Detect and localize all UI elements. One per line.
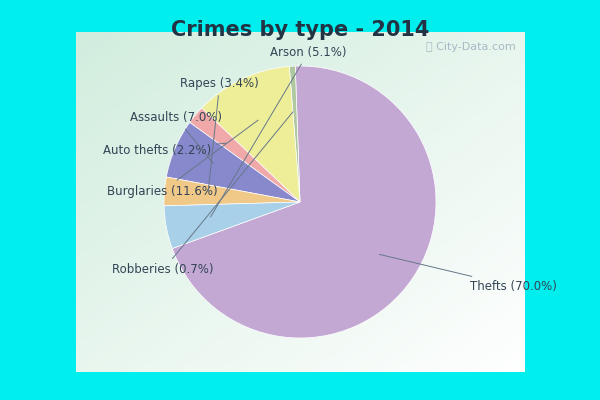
Text: Burglaries (11.6%): Burglaries (11.6%) xyxy=(107,120,258,198)
Wedge shape xyxy=(164,202,300,248)
Text: Rapes (3.4%): Rapes (3.4%) xyxy=(181,77,259,192)
Wedge shape xyxy=(164,177,300,206)
Text: Thefts (70.0%): Thefts (70.0%) xyxy=(379,254,557,293)
Text: ⓘ City-Data.com: ⓘ City-Data.com xyxy=(425,42,515,52)
Text: Assaults (7.0%): Assaults (7.0%) xyxy=(130,111,222,164)
Text: Arson (5.1%): Arson (5.1%) xyxy=(211,46,347,217)
Wedge shape xyxy=(166,122,300,202)
Wedge shape xyxy=(289,66,300,202)
Text: Crimes by type - 2014: Crimes by type - 2014 xyxy=(171,20,429,40)
Wedge shape xyxy=(202,66,300,202)
Wedge shape xyxy=(172,66,436,338)
Wedge shape xyxy=(190,108,300,202)
Text: Robberies (0.7%): Robberies (0.7%) xyxy=(112,112,293,276)
Text: Auto thefts (2.2%): Auto thefts (2.2%) xyxy=(103,143,226,157)
